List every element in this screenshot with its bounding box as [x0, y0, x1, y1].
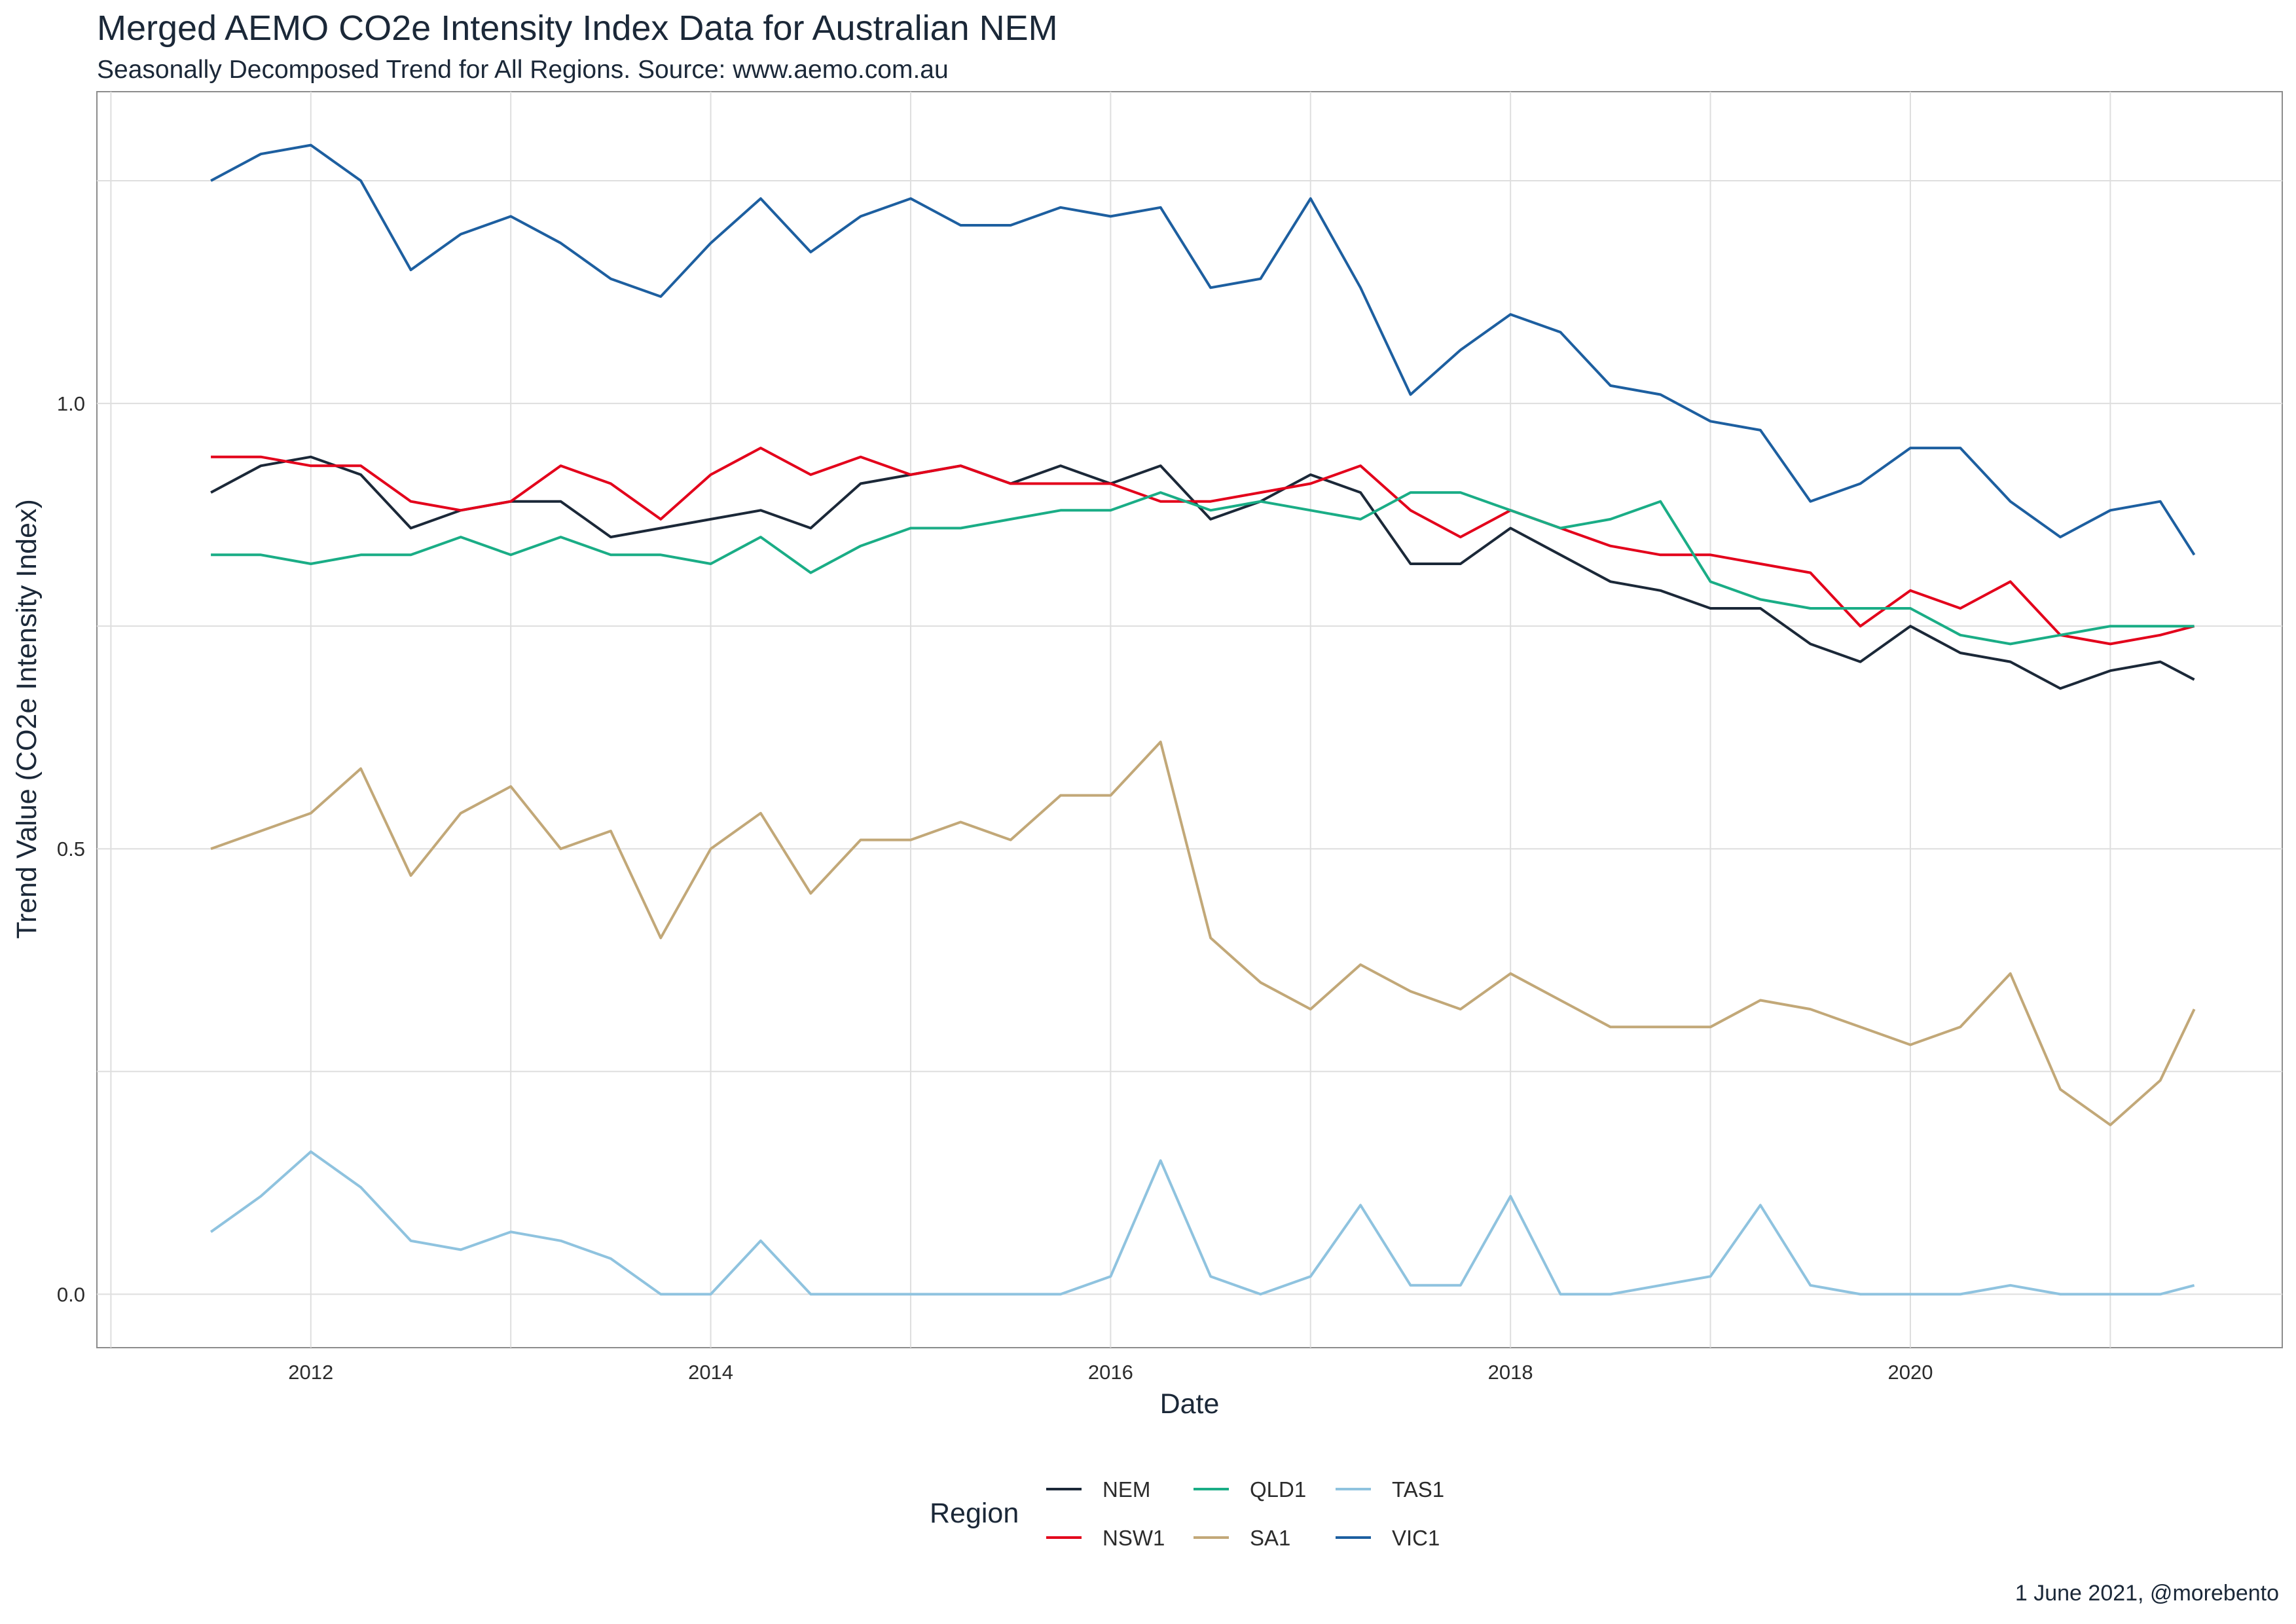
chart-title: Merged AEMO CO2e Intensity Index Data fo…: [97, 9, 1058, 48]
legend-label-tas1: TAS1: [1392, 1477, 1444, 1502]
series-line-tas1: [210, 1150, 2195, 1296]
x-tick-label: 2020: [1887, 1361, 1933, 1384]
legend-label-nem: NEM: [1102, 1477, 1150, 1502]
plot-panel: [96, 91, 2283, 1348]
y-tick-label: 0.0: [57, 1283, 85, 1306]
legend-label-qld1: QLD1: [1250, 1477, 1306, 1502]
legend-title: Region: [930, 1498, 1019, 1529]
x-tick-label: 2014: [688, 1361, 733, 1384]
series-line-nem: [210, 455, 2195, 690]
x-axis-ticks: 2012 2014 2016 2018 2020: [288, 1361, 1933, 1384]
series-lines: [210, 143, 2196, 1296]
y-tick-label: 0.5: [57, 838, 85, 860]
legend-label-vic1: VIC1: [1392, 1526, 1440, 1550]
grid-lines: [97, 92, 2282, 1348]
y-axis-ticks: 0.0 0.5 1.0: [57, 392, 85, 1306]
y-tick-label: 1.0: [57, 392, 85, 415]
series-line-vic1: [210, 143, 2196, 556]
series-line-sa1: [210, 741, 2196, 1126]
x-tick-label: 2018: [1488, 1361, 1533, 1384]
series-line-qld1: [211, 491, 2195, 646]
legend-label-nsw1: NSW1: [1102, 1526, 1165, 1550]
series-line-nsw1: [211, 447, 2195, 646]
y-axis-title: Trend Value (CO2e Intensity Index): [11, 499, 43, 939]
x-axis-title: Date: [1160, 1388, 1220, 1420]
chart-subtitle: Seasonally Decomposed Trend for All Regi…: [97, 56, 949, 84]
caption: 1 June 2021, @morebento: [2014, 1581, 2279, 1606]
x-tick-label: 2016: [1088, 1361, 1133, 1384]
legend: Region NEM NSW1 QLD1 SA1 TAS1 VIC1: [930, 1477, 1444, 1550]
legend-label-sa1: SA1: [1250, 1526, 1290, 1550]
x-tick-label: 2012: [288, 1361, 333, 1384]
